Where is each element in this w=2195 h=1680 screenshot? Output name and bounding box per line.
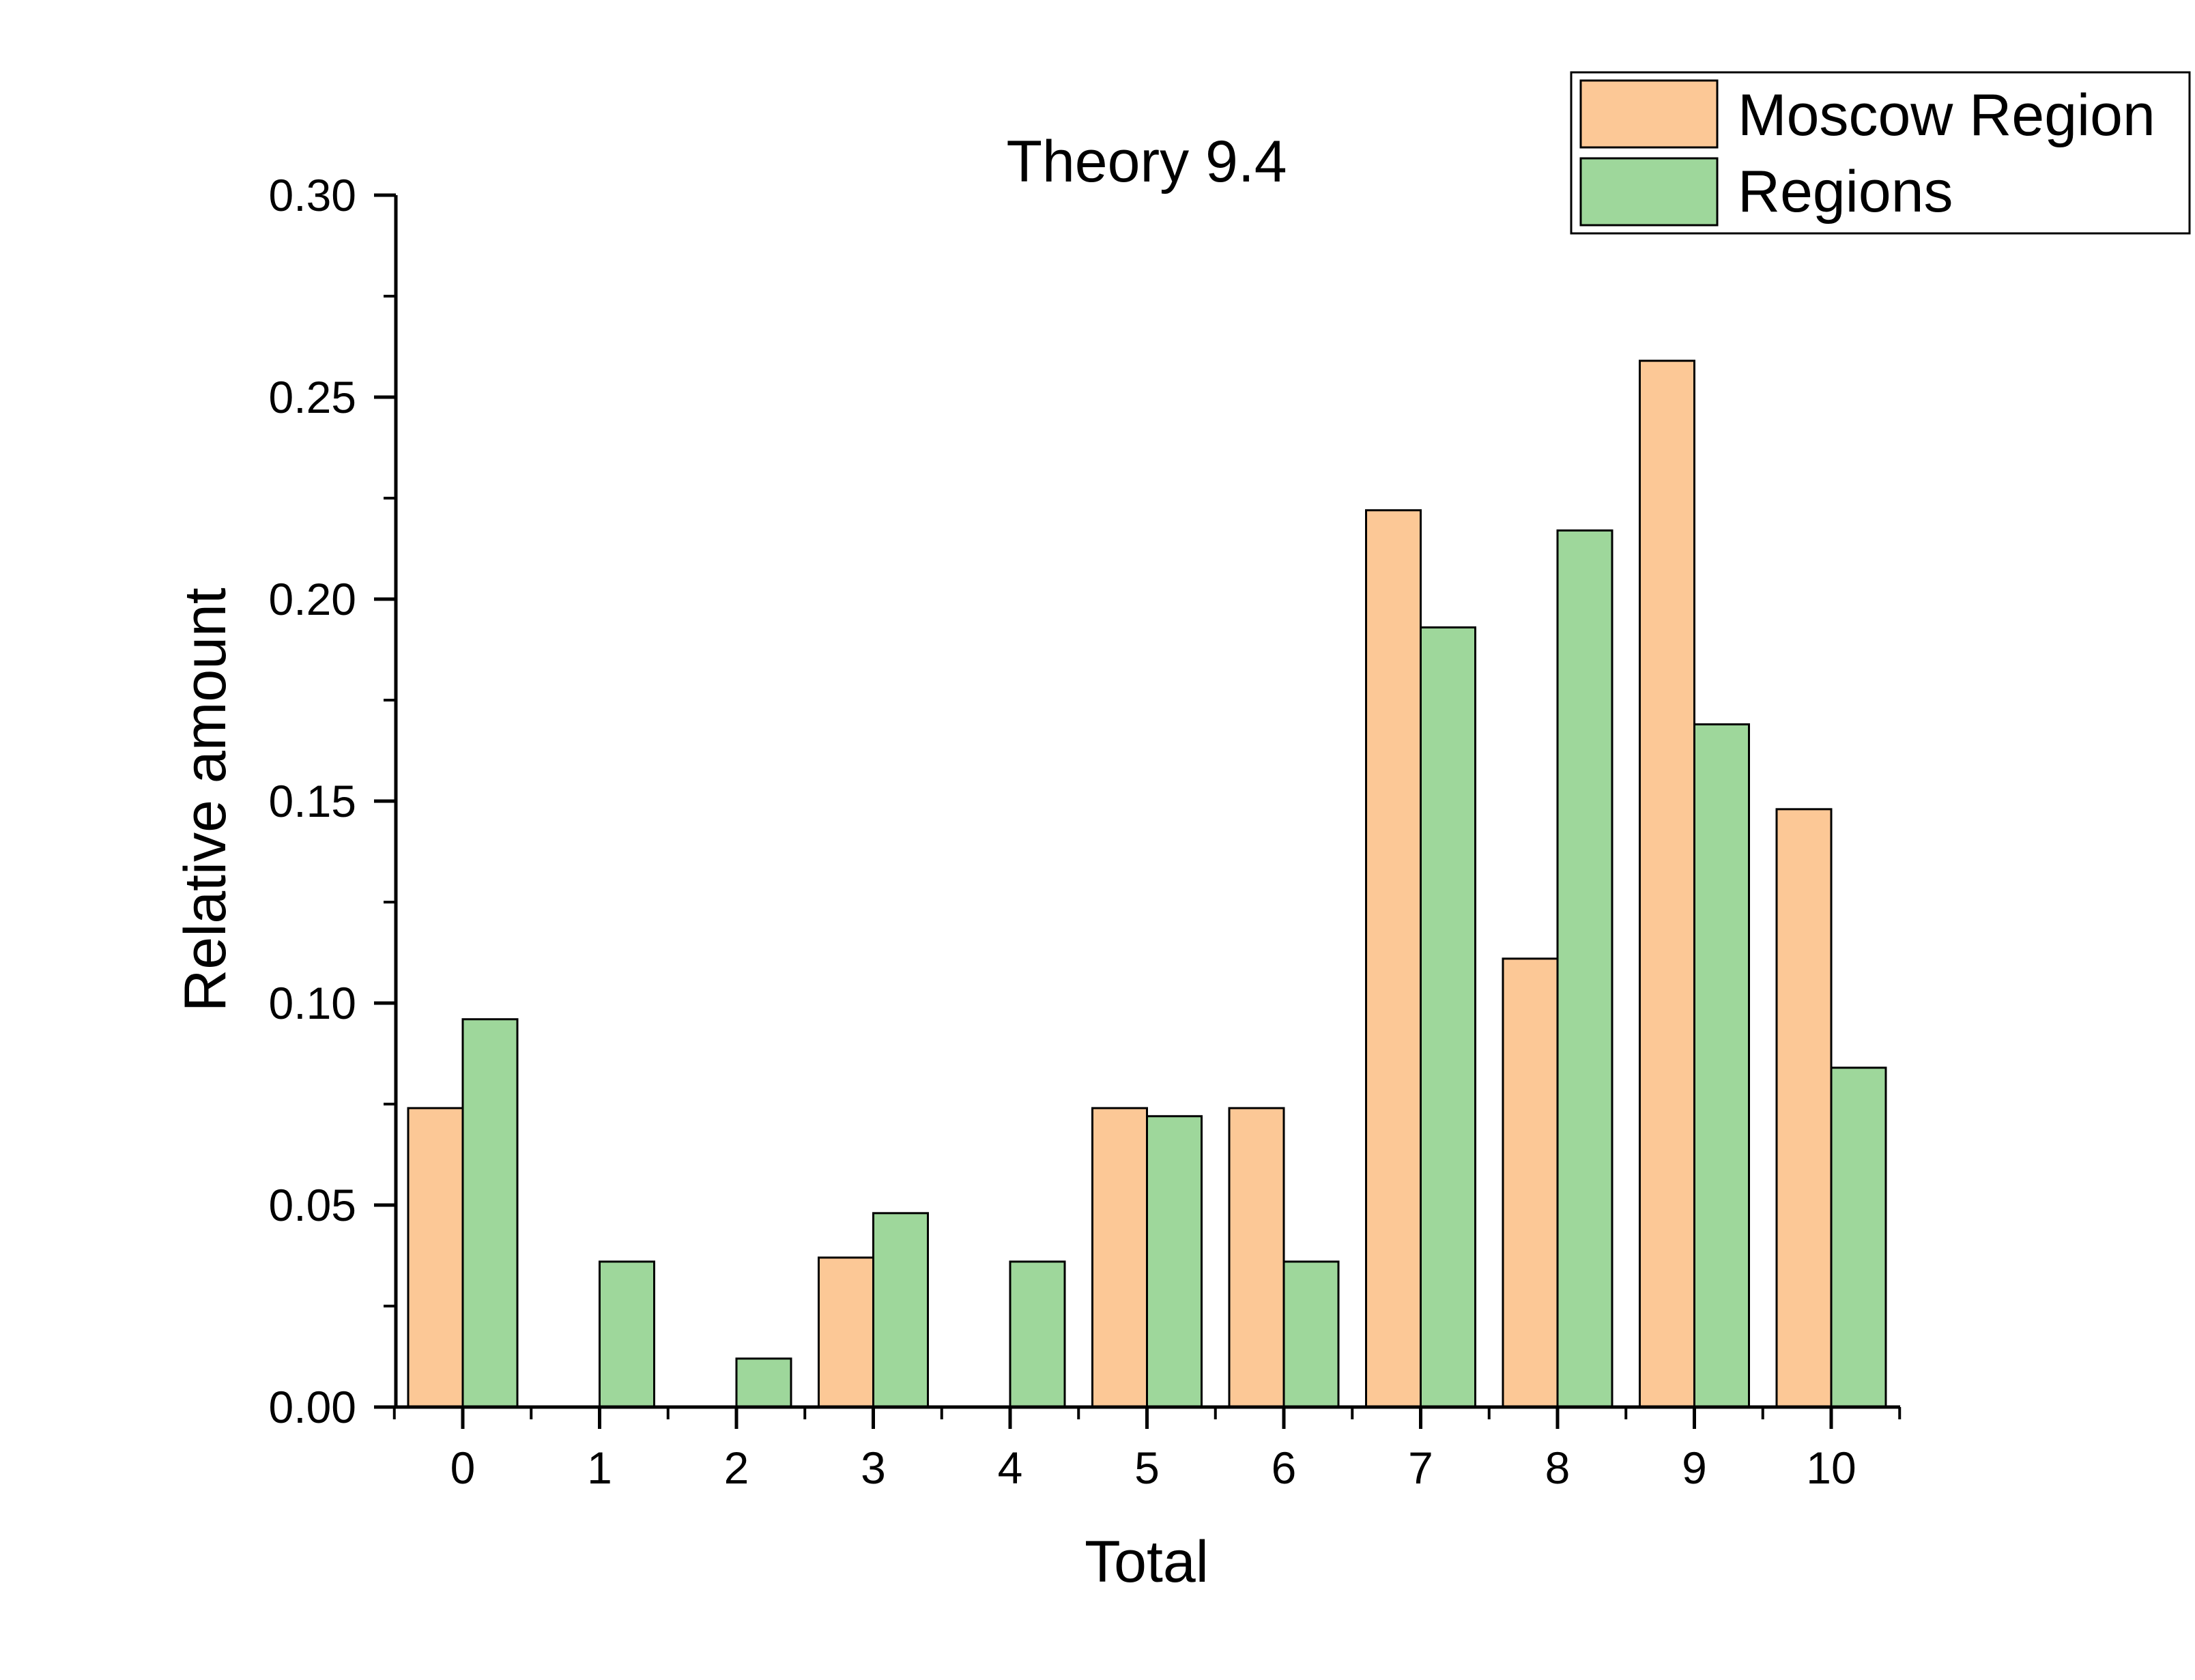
y-tick-labels: 0.00 0.05 0.10 0.15 0.20 0.25 0.30 (269, 170, 356, 1432)
x-tick-label: 7 (1408, 1443, 1433, 1493)
bar-moscow-region-8 (1502, 957, 1559, 1408)
y-tick-label: 0.20 (269, 574, 356, 624)
bar-regions-0 (461, 1018, 519, 1408)
chart-title: Theory 9.4 (1006, 129, 1287, 194)
bar-regions-9 (1693, 723, 1750, 1408)
bar-regions-4 (1009, 1260, 1066, 1408)
legend-label-regions: Regions (1738, 159, 1953, 225)
y-tick-label: 0.25 (269, 372, 356, 422)
legend-swatch-moscow-region (1579, 79, 1719, 149)
bar-regions-3 (872, 1212, 929, 1408)
bar-regions-10 (1830, 1067, 1887, 1408)
bars-group (407, 360, 1887, 1408)
bar-moscow-region-9 (1639, 360, 1695, 1408)
y-tick-label: 0.30 (269, 170, 356, 220)
x-tick-label: 10 (1806, 1443, 1856, 1493)
legend-label-moscow-region: Moscow Region (1738, 83, 2155, 148)
axes-group (374, 193, 1902, 1429)
bar-moscow-region-3 (818, 1256, 874, 1408)
y-tick-label: 0.00 (269, 1382, 356, 1432)
bar-moscow-region-5 (1091, 1107, 1148, 1408)
y-tick-label: 0.05 (269, 1180, 356, 1230)
bar-moscow-region-0 (407, 1107, 464, 1408)
y-tick-label: 0.10 (269, 978, 356, 1028)
bar-regions-2 (735, 1357, 792, 1408)
bar-moscow-region-10 (1775, 808, 1833, 1408)
bar-regions-5 (1146, 1115, 1203, 1408)
bar-regions-6 (1282, 1260, 1340, 1408)
x-tick-label: 2 (724, 1443, 749, 1493)
legend: Moscow Region Regions (1570, 71, 2191, 235)
x-tick-labels: 0 1 2 3 4 5 6 7 8 9 10 (450, 1443, 1856, 1493)
x-tick-label: 5 (1134, 1443, 1160, 1493)
x-tick-label: 0 (450, 1443, 476, 1493)
legend-swatch-regions (1579, 157, 1719, 227)
y-tick-label: 0.15 (269, 776, 356, 826)
bar-moscow-region-6 (1228, 1107, 1285, 1408)
x-tick-label: 6 (1272, 1443, 1297, 1493)
x-axis-title: Total (1085, 1529, 1209, 1595)
x-tick-label: 4 (998, 1443, 1023, 1493)
x-tick-label: 8 (1545, 1443, 1570, 1493)
bar-regions-7 (1420, 626, 1476, 1408)
x-tick-label: 9 (1682, 1443, 1707, 1493)
bar-regions-1 (599, 1260, 655, 1408)
bar-moscow-region-7 (1365, 509, 1422, 1408)
y-axis-title: Relative amount (173, 588, 238, 1012)
x-tick-label: 1 (587, 1443, 612, 1493)
bar-regions-8 (1556, 529, 1613, 1408)
x-tick-label: 3 (861, 1443, 886, 1493)
